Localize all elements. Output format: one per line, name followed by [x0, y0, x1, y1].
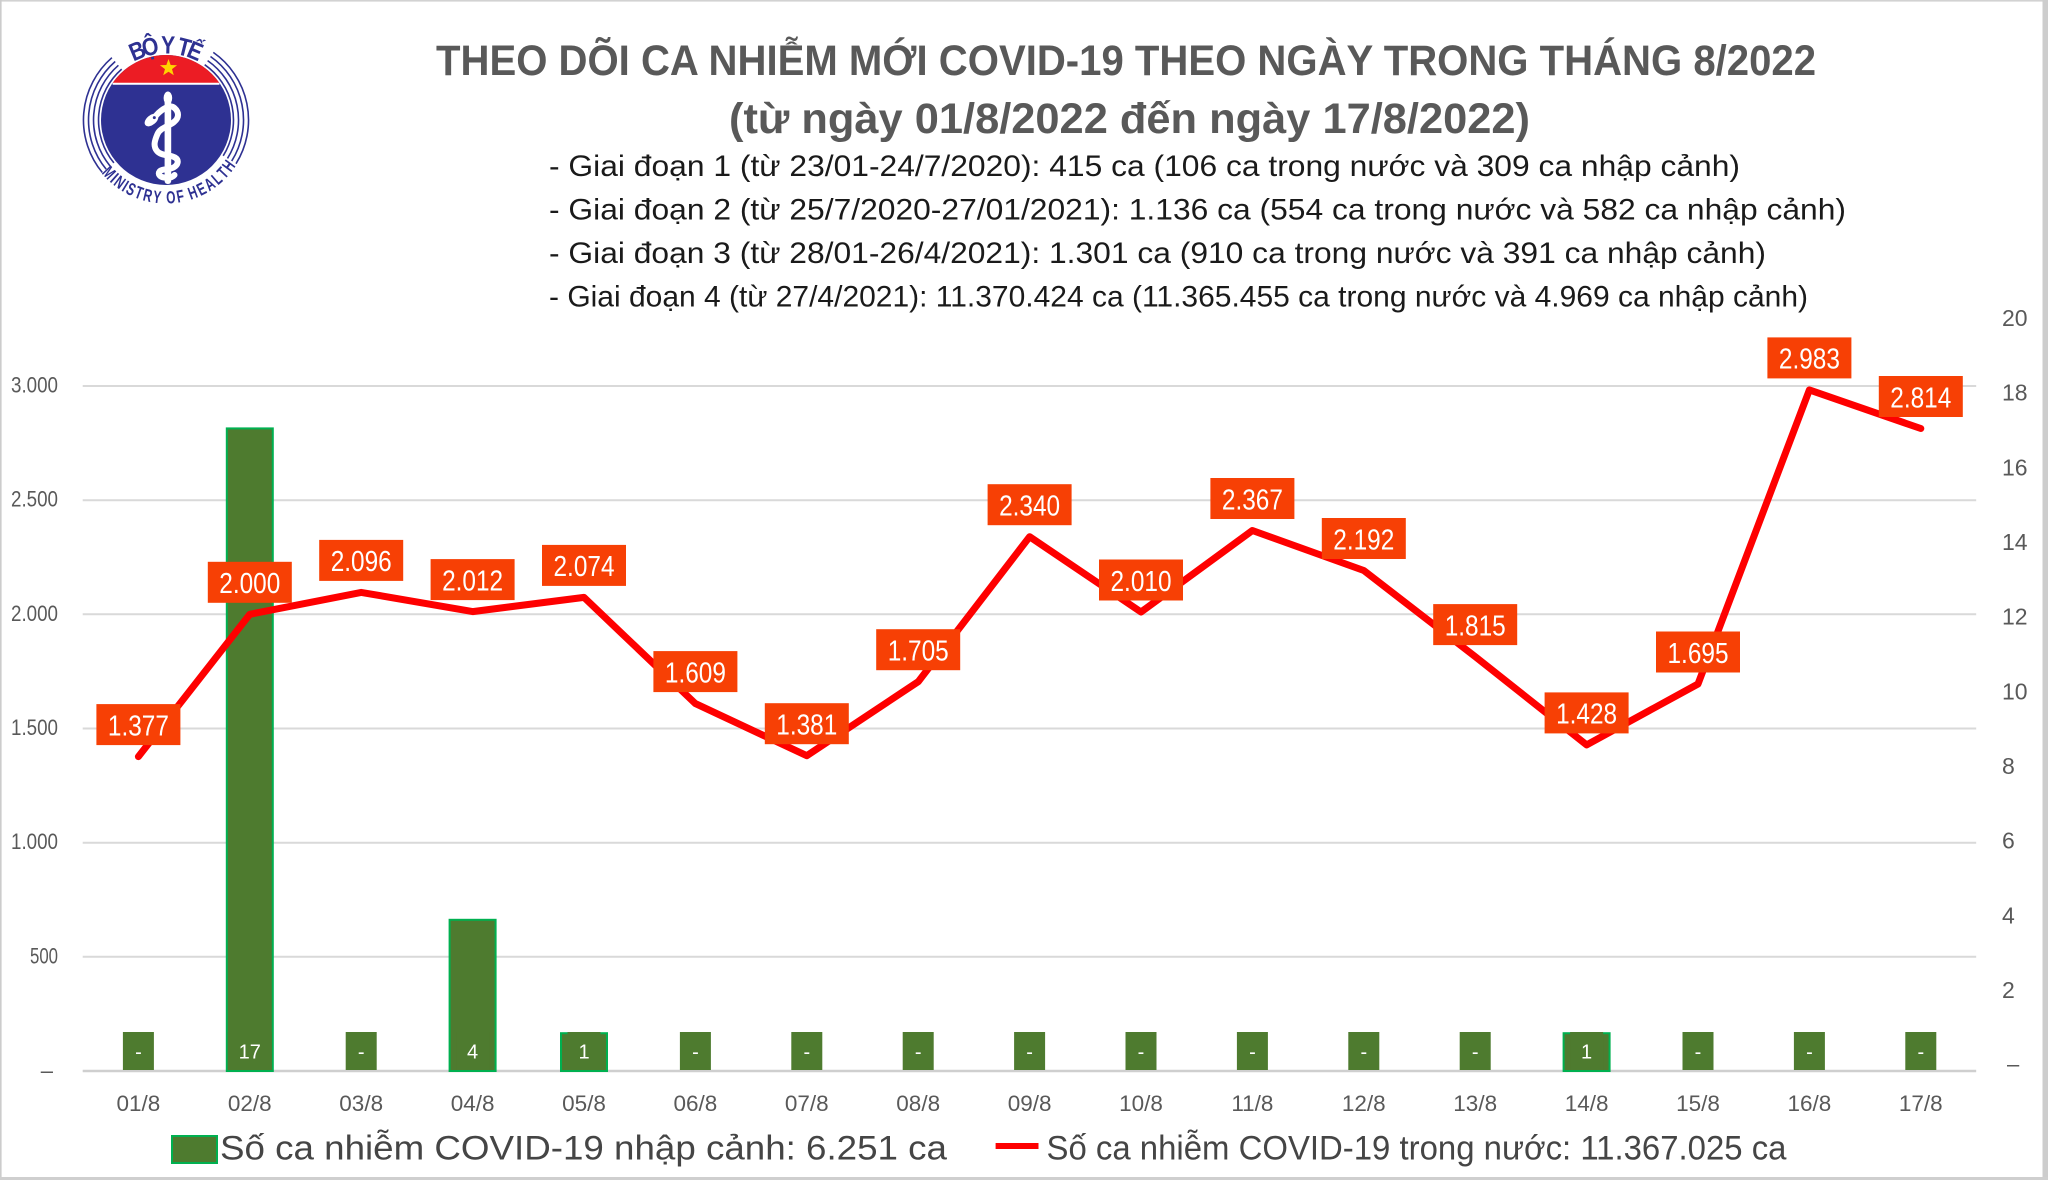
svg-text:1.428: 1.428: [1556, 699, 1617, 731]
svg-text:2.000: 2.000: [219, 568, 280, 600]
svg-text:10/8: 10/8: [1119, 1091, 1163, 1116]
svg-text:Số ca nhiễm COVID-19 nhập cảnh: Số ca nhiễm COVID-19 nhập cảnh: 6.251 ca: [220, 1130, 947, 1168]
svg-text:1.815: 1.815: [1445, 610, 1506, 642]
svg-text:8: 8: [2002, 753, 2015, 779]
svg-text:- Giai đoạn 1 (từ 23/01-24/7/2: - Giai đoạn 1 (từ 23/01-24/7/2020): 415 …: [549, 150, 1740, 183]
svg-text:20: 20: [2002, 305, 2028, 331]
svg-text:-: -: [1806, 1042, 1813, 1064]
svg-text:1.705: 1.705: [888, 636, 949, 668]
svg-text:15/8: 15/8: [1676, 1091, 1720, 1116]
svg-text:- Giai đoạn 3 (từ 28/01-26/4/2: - Giai đoạn 3 (từ 28/01-26/4/2021): 1.30…: [549, 237, 1766, 270]
svg-text:1.000: 1.000: [11, 829, 58, 854]
svg-text:03/8: 03/8: [339, 1091, 383, 1116]
svg-text:-: -: [1695, 1042, 1702, 1064]
svg-text:3.000: 3.000: [11, 373, 58, 398]
svg-text:–: –: [2007, 1052, 2020, 1077]
svg-text:6: 6: [2002, 828, 2015, 854]
svg-text:1: 1: [578, 1042, 589, 1064]
svg-text:1.609: 1.609: [665, 657, 726, 689]
svg-text:4: 4: [467, 1042, 478, 1064]
svg-text:2.096: 2.096: [331, 546, 392, 578]
svg-text:-: -: [1472, 1042, 1479, 1064]
svg-text:2.012: 2.012: [442, 565, 503, 597]
svg-text:(từ ngày 01/8/2022 đến ngày 17: (từ ngày 01/8/2022 đến ngày 17/8/2022): [729, 95, 1530, 143]
svg-text:2.500: 2.500: [11, 487, 58, 512]
svg-text:02/8: 02/8: [228, 1091, 272, 1116]
svg-text:- Giai đoạn 2 (từ 25/7/2020-27: - Giai đoạn 2 (từ 25/7/2020-27/01/2021):…: [549, 194, 1846, 227]
svg-text:-: -: [1026, 1042, 1033, 1064]
svg-text:2.367: 2.367: [1222, 484, 1283, 516]
svg-text:2.814: 2.814: [1890, 382, 1951, 414]
svg-text:4: 4: [2002, 902, 2015, 928]
svg-text:-: -: [803, 1042, 810, 1064]
svg-text:16/8: 16/8: [1788, 1091, 1832, 1116]
svg-text:Số ca nhiễm COVID-19 trong nướ: Số ca nhiễm COVID-19 trong nước: 11.367.…: [1047, 1130, 1787, 1168]
svg-text:1: 1: [1581, 1042, 1592, 1064]
svg-text:-: -: [1360, 1042, 1367, 1064]
svg-text:-: -: [358, 1042, 365, 1064]
svg-text:08/8: 08/8: [896, 1091, 940, 1116]
svg-text:10: 10: [2002, 678, 2028, 704]
svg-text:-: -: [135, 1042, 142, 1064]
svg-text:2.074: 2.074: [554, 551, 615, 583]
svg-text:09/8: 09/8: [1008, 1091, 1052, 1116]
svg-text:1.381: 1.381: [776, 710, 837, 742]
svg-text:14: 14: [2002, 529, 2028, 555]
svg-text:18: 18: [2002, 380, 2028, 406]
svg-text:16: 16: [2002, 454, 2028, 480]
svg-text:-: -: [1138, 1042, 1145, 1064]
svg-text:11/8: 11/8: [1231, 1091, 1273, 1116]
svg-text:THEO DÕI CA NHIỄM MỚI COVID-19: THEO DÕI CA NHIỄM MỚI COVID-19 THEO NGÀY…: [436, 36, 1816, 85]
svg-text:-: -: [1917, 1042, 1924, 1064]
svg-text:2.983: 2.983: [1779, 344, 1840, 376]
svg-text:- Giai đoạn 4 (từ 27/4/2021):: - Giai đoạn 4 (từ 27/4/2021): 11.370.424…: [549, 281, 1808, 314]
svg-text:06/8: 06/8: [674, 1091, 718, 1116]
svg-text:17/8: 17/8: [1899, 1091, 1943, 1116]
svg-text:2.192: 2.192: [1333, 524, 1394, 556]
svg-text:12/8: 12/8: [1342, 1091, 1386, 1116]
svg-text:04/8: 04/8: [451, 1091, 495, 1116]
svg-text:2.000: 2.000: [11, 601, 58, 626]
svg-text:13/8: 13/8: [1453, 1091, 1497, 1116]
svg-text:07/8: 07/8: [785, 1091, 829, 1116]
svg-text:12: 12: [2002, 604, 2028, 630]
svg-text:-: -: [915, 1042, 922, 1064]
svg-text:2: 2: [2002, 977, 2015, 1003]
svg-text:2.340: 2.340: [999, 491, 1060, 523]
svg-text:01/8: 01/8: [117, 1091, 161, 1116]
svg-text:500: 500: [30, 943, 58, 968]
svg-text:17: 17: [239, 1042, 261, 1064]
svg-text:-: -: [1249, 1042, 1256, 1064]
svg-text:2.010: 2.010: [1111, 566, 1172, 598]
svg-text:1.695: 1.695: [1668, 638, 1729, 670]
svg-text:1.377: 1.377: [108, 710, 169, 742]
svg-text:-: -: [692, 1042, 699, 1064]
svg-text:1.500: 1.500: [11, 715, 58, 740]
svg-text:05/8: 05/8: [562, 1091, 606, 1116]
svg-text:–: –: [41, 1058, 54, 1083]
svg-text:14/8: 14/8: [1565, 1091, 1609, 1116]
